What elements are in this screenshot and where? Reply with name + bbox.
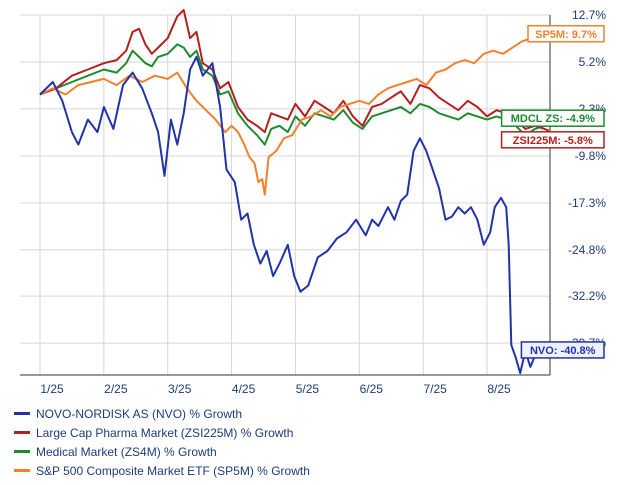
x-tick-label: 6/25 — [360, 382, 384, 396]
nvo-tag-box — [520, 341, 605, 359]
nvo-tag-label: NVO: -40.8% — [530, 345, 596, 357]
y-tick-labels: 12.7%5.2%-2.3%-9.8%-17.3%-24.8%-32.2%-39… — [568, 8, 606, 350]
legend-swatch-zs4m — [14, 450, 30, 453]
x-tick-label: 8/25 — [487, 382, 511, 396]
x-tick-label: 1/25 — [40, 382, 64, 396]
zsi225m-tag: ZSI225M: -5.8% — [500, 131, 605, 149]
y-tick-label: 12.7% — [572, 8, 606, 22]
nvo-line — [39, 55, 550, 375]
y-tick-label: 5.2% — [579, 55, 607, 69]
legend-item-sp5m: S&P 500 Composite Market ETF (SP5M) % Gr… — [14, 461, 454, 480]
y-tick-label: -32.2% — [568, 289, 606, 303]
sp5m-tag-box — [527, 25, 605, 43]
x-tick-label: 2/25 — [104, 382, 128, 396]
legend-label-sp5m: S&P 500 Composite Market ETF (SP5M) % Gr… — [36, 463, 310, 478]
x-tick-label: 7/25 — [423, 382, 447, 396]
end-value-tags: NVO: -40.8% ZSI225M: -5.8% MDCL ZS: -4.9% S… — [500, 25, 605, 359]
zsi225m-tag-label: ZSI225M: -5.8% — [513, 135, 593, 147]
x-tick-label: 4/25 — [232, 382, 256, 396]
sp5m-line — [39, 32, 550, 196]
zsi225m-line — [39, 9, 550, 134]
zs4m-line — [39, 43, 550, 146]
zs4m-tag-box — [500, 109, 605, 127]
legend-item-nvo: NOVO-NORDISK AS (NVO) % Growth — [14, 404, 454, 423]
legend-swatch-sp5m — [14, 469, 30, 472]
zs4m-tag: MDCL ZS: -4.9% — [500, 109, 605, 127]
x-tick-label: 3/25 — [168, 382, 192, 396]
x-tick-label: 5/25 — [296, 382, 320, 396]
zsi225m-tag-box — [500, 131, 605, 149]
legend-item-zs4m: Medical Market (ZS4M) % Growth — [14, 442, 454, 461]
legend-item-zsi225m: Large Cap Pharma Market (ZSI225M) % Grow… — [14, 423, 454, 442]
y-tick-label: -24.8% — [568, 243, 606, 257]
legend-label-nvo: NOVO-NORDISK AS (NVO) % Growth — [36, 406, 243, 421]
legend: NOVO-NORDISK AS (NVO) % Growth Large Cap… — [14, 404, 454, 480]
grid — [20, 14, 550, 375]
sp5m-tag: SP5M: 9.7% — [527, 25, 605, 43]
plot-area — [20, 15, 550, 375]
legend-label-zs4m: Medical Market (ZS4M) % Growth — [36, 444, 217, 459]
legend-swatch-zsi225m — [14, 431, 30, 434]
x-tick-labels: 1/25 2/25 3/25 4/25 5/25 6/25 7/25 8/25 — [40, 382, 511, 396]
nvo-tag: NVO: -40.8% — [520, 341, 605, 359]
zs4m-tag-label: MDCL ZS: -4.9% — [511, 113, 595, 125]
y-tick-label: -9.8% — [575, 149, 607, 163]
y-tick-label: -17.3% — [568, 196, 606, 210]
legend-label-zsi225m: Large Cap Pharma Market (ZSI225M) % Grow… — [36, 425, 294, 440]
legend-swatch-nvo — [14, 412, 30, 415]
series-lines — [39, 9, 550, 375]
sp5m-tag-label: SP5M: 9.7% — [535, 29, 597, 41]
